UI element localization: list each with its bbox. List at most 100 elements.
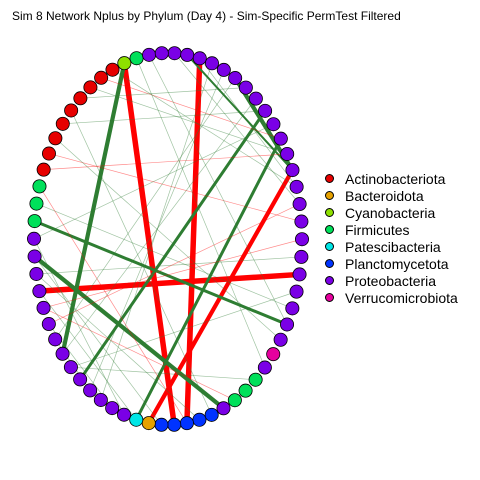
legend-label: Bacteroidota — [345, 187, 424, 204]
node-proteobacteria — [204, 56, 219, 71]
node-proteobacteria — [280, 317, 295, 332]
negative-edge — [43, 153, 288, 171]
node-actinobacteriota — [83, 80, 98, 95]
positive-edge — [136, 57, 266, 368]
positive-edge — [186, 53, 294, 172]
node-layer — [27, 46, 309, 432]
node-proteobacteria — [258, 103, 273, 118]
legend-swatch — [325, 225, 334, 234]
positive-edge — [36, 203, 293, 309]
positive-edge — [174, 52, 300, 205]
positive-edge — [39, 290, 137, 421]
legend-item-cyanobacteria: Cyanobacteria — [325, 204, 458, 221]
node-actinobacteriota — [36, 162, 51, 177]
node-planctomycetota — [154, 417, 169, 432]
node-proteobacteria — [294, 214, 309, 229]
positive-edge — [33, 238, 125, 416]
negative-edge — [43, 238, 303, 309]
node-planctomycetota — [204, 407, 219, 422]
node-actinobacteriota — [55, 116, 70, 131]
negative-edge — [100, 77, 282, 139]
node-firmicutes — [27, 214, 42, 229]
node-proteobacteria — [294, 232, 309, 247]
node-proteobacteria — [285, 163, 300, 178]
legend-item-patescibacteria: Patescibacteria — [325, 238, 458, 255]
node-proteobacteria — [48, 332, 63, 347]
legend-label: Proteobacteria — [345, 272, 437, 289]
legend-label: Firmicutes — [345, 221, 410, 238]
positive-edge — [62, 110, 266, 125]
positive-edge — [89, 69, 225, 391]
legend-label: Actinobacteriota — [345, 170, 446, 187]
node-firmicutes — [29, 196, 44, 211]
legend-item-planctomycetota: Planctomycetota — [325, 255, 458, 272]
node-proteobacteria — [105, 401, 120, 416]
node-proteobacteria — [63, 360, 78, 375]
node-proteobacteria — [154, 46, 169, 61]
legend-swatch — [325, 276, 334, 285]
legend-swatch — [325, 191, 334, 200]
legend-item-firmicutes: Firmicutes — [325, 221, 458, 238]
node-proteobacteria — [27, 231, 42, 246]
node-actinobacteriota — [94, 70, 109, 85]
legend-label: Cyanobacteria — [345, 204, 436, 221]
node-firmicutes — [32, 179, 47, 194]
positive-edge — [100, 62, 213, 401]
node-proteobacteria — [228, 71, 243, 86]
node-actinobacteriota — [105, 62, 120, 77]
positive-edge — [134, 137, 283, 422]
negative-edge — [43, 307, 236, 401]
positive-edge — [54, 77, 236, 340]
node-proteobacteria — [29, 266, 44, 281]
legend-item-bacteroidota: Bacteroidota — [325, 187, 458, 204]
node-proteobacteria — [117, 407, 132, 422]
node-proteobacteria — [216, 401, 231, 416]
negative-edge — [48, 203, 300, 325]
node-proteobacteria — [32, 284, 47, 299]
node-proteobacteria — [273, 332, 288, 347]
node-proteobacteria — [292, 267, 307, 282]
positive-edge — [33, 123, 274, 240]
node-proteobacteria — [192, 51, 207, 66]
node-proteobacteria — [289, 284, 304, 299]
positive-edge — [78, 109, 267, 381]
legend-label: Planctomycetota — [345, 255, 449, 272]
node-firmicutes — [129, 51, 144, 66]
legend-label: Verrucomicrobiota — [345, 289, 458, 306]
node-patescibacteria — [129, 412, 144, 427]
node-planctomycetota — [179, 416, 194, 431]
node-firmicutes — [238, 383, 253, 398]
negative-edge — [36, 271, 303, 294]
node-proteobacteria — [55, 346, 70, 361]
positive-edge — [80, 87, 247, 99]
node-proteobacteria — [27, 249, 42, 264]
node-proteobacteria — [93, 392, 108, 407]
node-proteobacteria — [41, 317, 56, 332]
positive-edge — [60, 61, 127, 356]
node-proteobacteria — [73, 372, 88, 387]
node-proteobacteria — [266, 117, 281, 132]
node-actinobacteriota — [48, 131, 63, 146]
legend-swatch — [325, 293, 334, 302]
node-planctomycetota — [192, 412, 207, 427]
legend-item-proteobacteria: Proteobacteria — [325, 272, 458, 289]
positive-edge — [62, 98, 257, 355]
positive-edge — [32, 254, 226, 411]
node-proteobacteria — [257, 360, 272, 375]
node-firmicutes — [248, 372, 263, 387]
positive-edge — [34, 256, 162, 426]
legend-label: Patescibacteria — [345, 238, 441, 255]
positive-edge — [70, 291, 297, 368]
node-proteobacteria — [285, 301, 300, 316]
phylum-legend: Actinobacteriota Bacteroidota Cyanobacteri… — [325, 170, 458, 306]
node-planctomycetota — [167, 417, 182, 432]
node-proteobacteria — [292, 197, 307, 212]
node-proteobacteria — [216, 62, 231, 77]
legend-swatch — [325, 208, 334, 217]
node-bacteroidota — [141, 416, 156, 431]
node-actinobacteriota — [73, 91, 88, 106]
positive-edge — [36, 256, 302, 275]
legend-swatch — [325, 174, 334, 183]
positive-edge — [70, 110, 213, 416]
node-proteobacteria — [294, 249, 309, 264]
